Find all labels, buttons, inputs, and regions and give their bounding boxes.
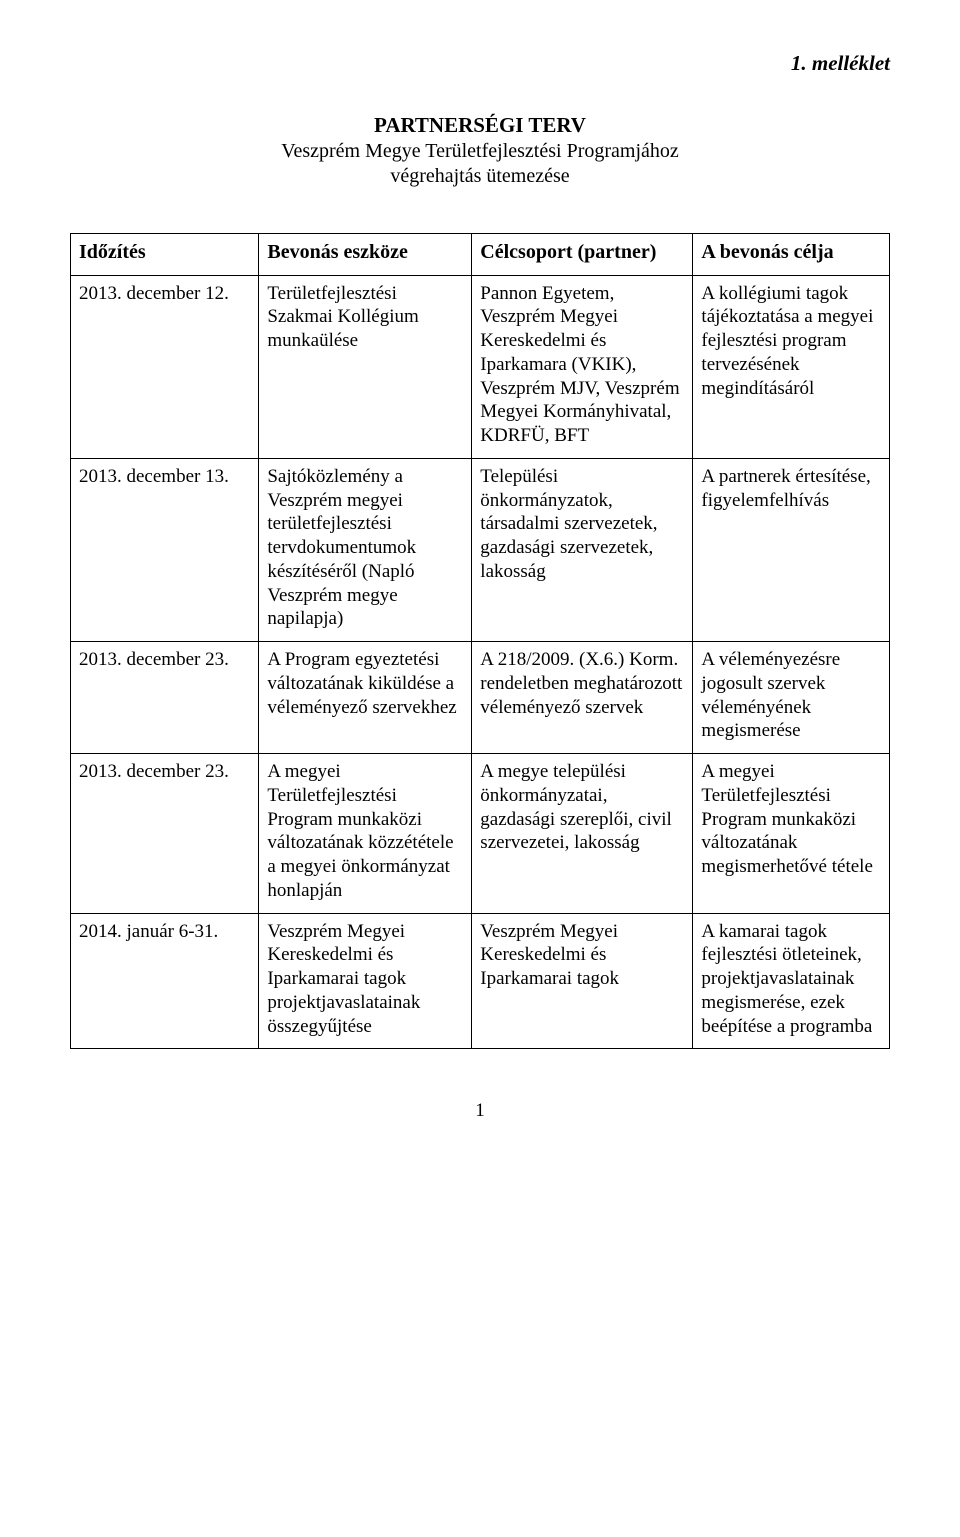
cell-tool: Területfejlesztési Szakmai Kollégium mun…: [259, 275, 472, 458]
cell-tool: A megyei Területfejlesztési Program munk…: [259, 754, 472, 914]
cell-goal: A megyei Területfejlesztési Program munk…: [693, 754, 890, 914]
cell-goal: A kollégiumi tagok tájékoztatása a megye…: [693, 275, 890, 458]
col-header-tool: Bevonás eszköze: [259, 233, 472, 275]
cell-goal: A véleményezésre jogosult szervek vélemé…: [693, 642, 890, 754]
main-title: PARTNERSÉGI TERV: [70, 112, 890, 138]
subtitle-line-2: végrehajtás ütemezése: [70, 164, 890, 189]
cell-target: Veszprém Megyei Kereskedelmi és Iparkama…: [472, 913, 693, 1049]
cell-target: A 218/2009. (X.6.) Korm. rendeletben meg…: [472, 642, 693, 754]
cell-goal: A kamarai tagok fejlesztési ötleteinek, …: [693, 913, 890, 1049]
cell-timing: 2014. január 6-31.: [71, 913, 259, 1049]
table-row: 2014. január 6-31. Veszprém Megyei Keres…: [71, 913, 890, 1049]
page-number: 1: [70, 1099, 890, 1123]
table-row: 2013. december 12. Területfejlesztési Sz…: [71, 275, 890, 458]
schedule-table: Időzítés Bevonás eszköze Célcsoport (par…: [70, 233, 890, 1050]
col-header-target: Célcsoport (partner): [472, 233, 693, 275]
cell-target: Települési önkormányzatok, társadalmi sz…: [472, 458, 693, 641]
title-block: PARTNERSÉGI TERV Veszprém Megye Területf…: [70, 112, 890, 188]
cell-tool: Veszprém Megyei Kereskedelmi és Iparkama…: [259, 913, 472, 1049]
col-header-goal: A bevonás célja: [693, 233, 890, 275]
cell-timing: 2013. december 23.: [71, 754, 259, 914]
cell-timing: 2013. december 23.: [71, 642, 259, 754]
col-header-timing: Időzítés: [71, 233, 259, 275]
table-row: 2013. december 23. A Program egyeztetési…: [71, 642, 890, 754]
table-row: 2013. december 13. Sajtóközlemény a Vesz…: [71, 458, 890, 641]
cell-target: A megye települési önkormányzatai, gazda…: [472, 754, 693, 914]
subtitle-line-1: Veszprém Megye Területfejlesztési Progra…: [70, 139, 890, 164]
cell-target: Pannon Egyetem, Veszprém Megyei Keresked…: [472, 275, 693, 458]
table-header-row: Időzítés Bevonás eszköze Célcsoport (par…: [71, 233, 890, 275]
cell-tool: Sajtóközlemény a Veszprém megyei terület…: [259, 458, 472, 641]
attachment-label: 1. melléklet: [70, 50, 890, 76]
cell-timing: 2013. december 12.: [71, 275, 259, 458]
cell-goal: A partnerek értesítése, figyelemfelhívás: [693, 458, 890, 641]
table-row: 2013. december 23. A megyei Területfejle…: [71, 754, 890, 914]
cell-tool: A Program egyeztetési változatának kikül…: [259, 642, 472, 754]
cell-timing: 2013. december 13.: [71, 458, 259, 641]
